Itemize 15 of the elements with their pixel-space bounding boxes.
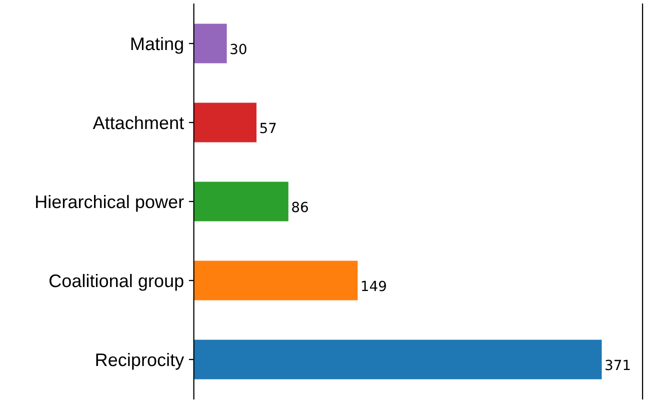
bar <box>194 260 358 300</box>
y-tick-label: Attachment <box>92 116 184 130</box>
bar <box>194 102 256 142</box>
y-tick-label: Hierarchical power <box>36 194 184 212</box>
data-label: 30 <box>230 44 246 54</box>
y-tick-label: Mating <box>131 36 183 54</box>
y-tick-label: Coalitional group <box>50 274 184 291</box>
data-label: 57 <box>260 122 276 134</box>
y-tick-label: Reciprocity <box>96 352 184 370</box>
data-label: 86 <box>292 202 308 212</box>
data-label: 371 <box>606 360 630 370</box>
data-label: 149 <box>362 280 386 292</box>
bar <box>194 340 602 380</box>
bar <box>194 182 288 222</box>
bar <box>194 24 227 64</box>
